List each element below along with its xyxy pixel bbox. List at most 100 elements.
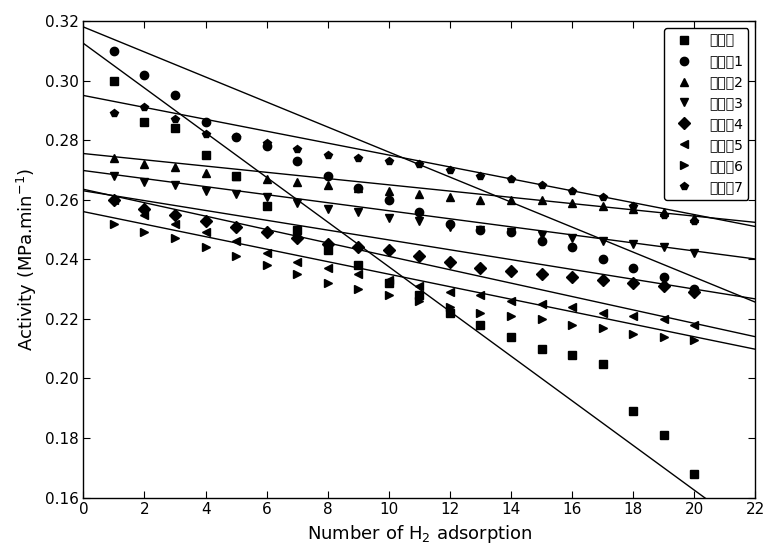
催化制7 [598,193,608,200]
催化制5 [567,304,576,310]
催化制5 [109,197,119,203]
催化制7 [201,131,211,138]
催化制4 [415,253,424,260]
催化制2 [537,197,546,203]
催化制3 [476,226,485,233]
Line: 催化制1: 催化制1 [110,46,698,293]
催化制6 [201,244,211,251]
催化制6 [232,253,241,260]
催化制4 [109,197,119,203]
催化制5 [201,229,211,236]
催化制4 [323,241,332,248]
催化制3 [690,250,699,256]
催化制7 [353,155,363,161]
催化制2 [292,179,302,185]
催化制6 [262,262,271,269]
催化制5 [506,297,516,304]
催化制1 [232,134,241,141]
催化制2 [353,184,363,191]
对比例 [598,360,608,367]
催化制3 [323,206,332,212]
催化制4 [476,265,485,272]
对比例 [385,280,394,287]
催化制6 [629,330,638,337]
催化制5 [537,301,546,307]
催化制3 [598,238,608,245]
催化制4 [292,235,302,242]
催化制7 [445,166,455,173]
催化制2 [476,197,485,203]
催化制1 [659,274,668,281]
催化制1 [353,184,363,191]
催化制6 [385,292,394,298]
催化制4 [385,247,394,254]
催化制7 [109,110,119,116]
对比例 [445,310,455,316]
催化制1 [476,226,485,233]
催化制2 [598,202,608,209]
催化制1 [506,229,516,236]
催化制6 [598,324,608,331]
催化制7 [476,172,485,179]
Legend: 对比例, 催化制1, 催化制2, 催化制3, 催化制4, 催化制5, 催化制6, 催化制7: 对比例, 催化制1, 催化制2, 催化制3, 催化制4, 催化制5, 催化制6,… [665,28,749,200]
催化制1 [629,265,638,272]
催化制4 [598,277,608,283]
催化制2 [567,199,576,206]
催化制3 [292,199,302,206]
催化制5 [170,220,179,227]
催化制5 [415,283,424,290]
催化制2 [415,190,424,197]
催化制5 [262,250,271,256]
催化制1 [140,71,149,78]
催化制3 [415,217,424,224]
催化制6 [690,337,699,343]
催化制6 [109,220,119,227]
催化制6 [140,229,149,236]
催化制1 [445,220,455,227]
催化制1 [262,143,271,150]
催化制5 [659,315,668,322]
催化制2 [232,172,241,179]
催化制2 [109,155,119,161]
催化制4 [445,259,455,265]
对比例 [232,172,241,179]
催化制4 [567,274,576,281]
催化制4 [262,229,271,236]
催化制5 [629,312,638,319]
对比例 [109,77,119,84]
催化制3 [445,223,455,230]
催化制5 [353,271,363,278]
催化制2 [262,175,271,182]
催化制3 [201,188,211,194]
催化制6 [292,271,302,278]
催化制3 [385,214,394,221]
对比例 [659,432,668,438]
Line: 催化制7: 催化制7 [110,103,698,225]
催化制6 [415,297,424,304]
催化制6 [659,333,668,340]
催化制5 [140,211,149,218]
催化制3 [506,229,516,236]
催化制7 [262,140,271,147]
催化制5 [292,259,302,265]
催化制6 [537,315,546,322]
催化制1 [415,208,424,215]
催化制7 [415,161,424,167]
催化制6 [353,286,363,292]
催化制4 [170,211,179,218]
催化制1 [292,157,302,164]
催化制3 [353,208,363,215]
催化制2 [445,193,455,200]
对比例 [506,333,516,340]
催化制1 [109,48,119,54]
催化制1 [690,286,699,292]
催化制7 [629,202,638,209]
催化制7 [659,211,668,218]
催化制1 [323,172,332,179]
催化制2 [140,161,149,167]
对比例 [262,202,271,209]
Y-axis label: Activity (MPa.min$^{-1}$): Activity (MPa.min$^{-1}$) [15,168,39,351]
对比例 [170,125,179,132]
催化制7 [292,146,302,152]
催化制7 [690,217,699,224]
